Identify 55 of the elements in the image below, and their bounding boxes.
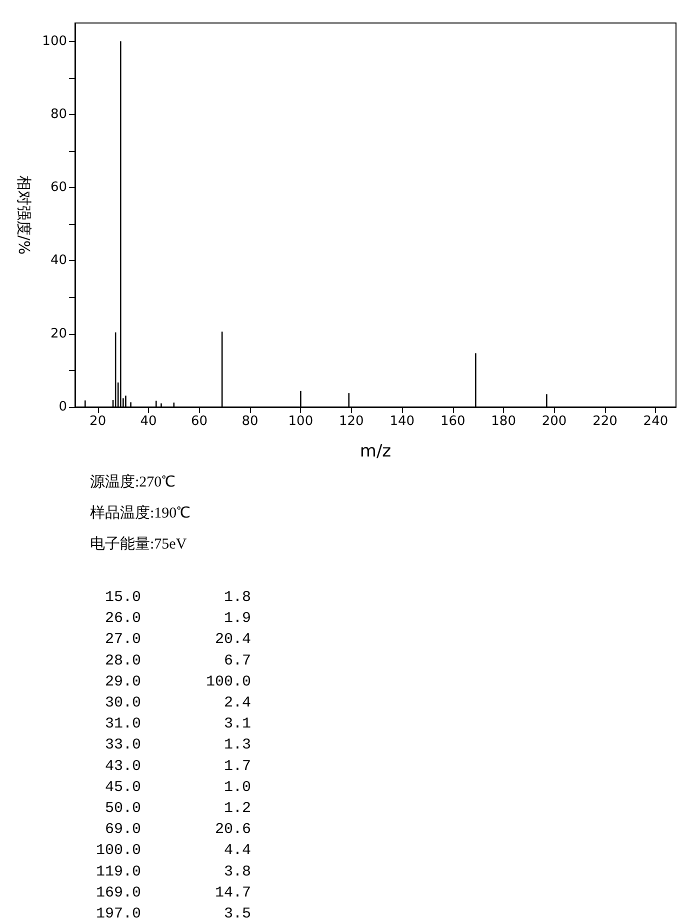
y-axis-title: 相对强度/% (14, 175, 33, 255)
y-tick-label: 40 (50, 253, 67, 268)
text: 30.0 (104, 694, 141, 712)
text: 69.0 (104, 821, 141, 838)
text: 197.0 (96, 906, 141, 918)
text: 119.0 (96, 863, 141, 880)
text: 28.0 (104, 652, 141, 670)
text: 样品温度:190℃ (90, 504, 191, 522)
text: 1.8 (224, 589, 251, 606)
text: 50.0 (104, 800, 141, 817)
x-tick-label: 40 (140, 414, 157, 429)
text: 1.7 (224, 758, 251, 775)
text: 29.0 (104, 673, 141, 690)
text: 45.0 (104, 778, 141, 796)
text: 20.4 (214, 631, 251, 648)
x-tick-label: 240 (643, 414, 668, 429)
y-tick-label: 0 (58, 400, 67, 414)
text: 20.6 (214, 821, 251, 838)
x-tick-label: 200 (542, 414, 567, 429)
text: 27.0 (104, 631, 141, 648)
text: 169.0 (96, 884, 141, 902)
y-tick-label: 100 (42, 34, 67, 49)
text: 14.7 (214, 884, 251, 902)
x-tick-label: 140 (390, 414, 415, 429)
text: 26.0 (104, 610, 141, 628)
y-tick-label: 80 (50, 106, 67, 122)
x-tick-label: 20 (90, 414, 106, 429)
text: 1.3 (224, 736, 251, 754)
x-axis-title: m/z (360, 442, 392, 462)
y-tick-label: 20 (50, 326, 67, 342)
x-tick-label: 180 (491, 414, 516, 429)
text: 1.9 (224, 610, 251, 628)
text: 33.0 (104, 736, 141, 754)
text: 4.4 (224, 842, 251, 860)
text: 100.0 (206, 673, 251, 690)
text: 2.4 (224, 694, 251, 712)
text: 源温度:270℃ (90, 474, 176, 490)
y-tick-label: 60 (50, 180, 67, 196)
x-tick-label: 220 (592, 414, 618, 429)
x-tick-label: 80 (242, 414, 258, 429)
x-tick-label: 60 (190, 414, 208, 429)
text: 1.0 (224, 778, 251, 796)
text: 6.7 (224, 652, 251, 670)
text: 3.5 (224, 906, 251, 918)
text: 3.8 (224, 863, 251, 880)
text: 1.2 (224, 800, 251, 817)
text: 43.0 (104, 758, 141, 775)
text: 31.0 (104, 716, 141, 733)
x-tick-label: 100 (288, 414, 314, 429)
x-tick-label: 160 (440, 414, 466, 429)
x-tick-label: 120 (338, 414, 364, 429)
text: 100.0 (96, 842, 141, 860)
text: 电子能量:75eV (90, 536, 187, 552)
text: 3.1 (224, 716, 251, 733)
text: 15.0 (104, 589, 141, 606)
